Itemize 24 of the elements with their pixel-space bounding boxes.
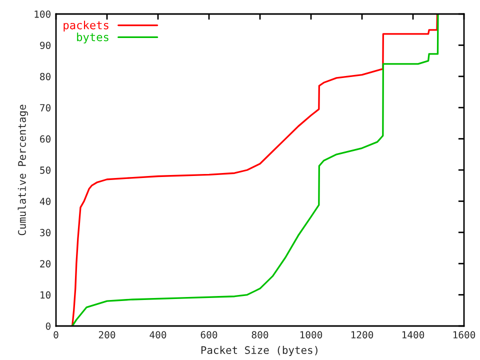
x-tick-label: 1000	[300, 331, 322, 338]
x-tick-label: 600	[200, 331, 218, 338]
y-tick-label: 60	[40, 135, 51, 143]
y-tick-label: 40	[40, 198, 51, 206]
y-tick-label: 20	[40, 260, 51, 268]
y-tick-label: 10	[40, 291, 51, 299]
x-tick-label: 1400	[402, 331, 424, 338]
x-tick-label: 1200	[351, 331, 374, 338]
x-axis-title: Packet Size (bytes)	[201, 346, 318, 356]
x-tick-label: 200	[98, 331, 116, 338]
y-tick-label: 0	[46, 322, 51, 330]
legend-label: bytes	[77, 32, 108, 44]
y-tick-label: 100	[34, 10, 51, 18]
y-tick-label: 90	[40, 42, 51, 50]
x-tick-label: 400	[150, 331, 166, 338]
legend-label: packets	[64, 20, 108, 32]
y-tick-label: 80	[40, 72, 51, 80]
y-tick-label: 50	[40, 166, 51, 174]
x-tick-label: 800	[252, 331, 268, 338]
y-tick-label: 70	[40, 104, 51, 112]
x-tick-label: 1600	[453, 331, 476, 338]
y-axis-title: Cumulative Percentage	[18, 104, 28, 236]
y-tick-label: 30	[40, 228, 51, 236]
x-tick-label: 0	[54, 331, 58, 338]
